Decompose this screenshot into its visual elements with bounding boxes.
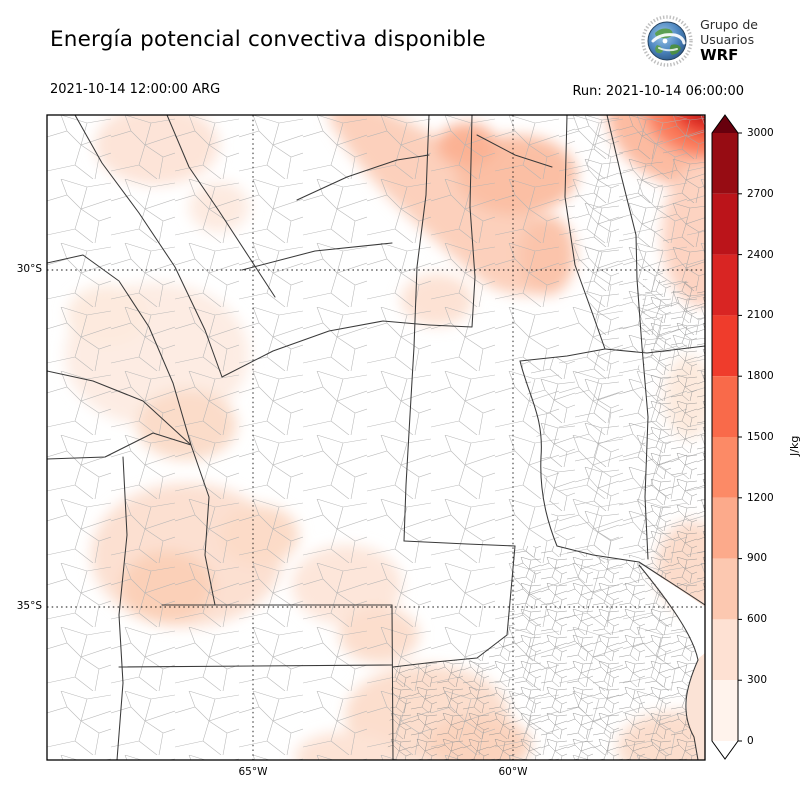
cbar-tick-600: 600 [747,613,768,625]
run-time-label: Run: 2021-10-14 06:00:00 [572,84,744,99]
colorbar-under-arrow [712,741,738,759]
colorbar-segment [712,193,738,255]
rio-de-la-plata [640,564,705,658]
atlantic-corner [686,653,705,760]
cbar-tick-1500: 1500 [747,431,774,443]
ytick-35s: 35°S [16,600,42,612]
cbar-tick-2700: 2700 [747,188,774,200]
map-frame [46,114,706,761]
logo-org-line2: Usuarios [700,31,755,47]
colorbar-segment [712,680,738,741]
department-boundaries [47,115,705,760]
graticule-gridlines [47,115,705,760]
colorbar-units-label: J/kg [788,435,800,456]
xtick-60w: 60°W [498,766,528,778]
valid-time-label: 2021-10-14 12:00:00 ARG [50,82,221,97]
colorbar-segment [712,254,738,316]
province-boundaries [47,115,705,760]
page-title: Energía potencial convectiva disponible [50,27,486,52]
cbar-tick-0: 0 [747,735,754,747]
colorbar-segment [712,497,738,559]
colorbar-segment [712,376,738,437]
colorbar-segment [712,619,738,681]
colorbar-segment [712,133,738,194]
cbar-tick-1200: 1200 [747,492,774,504]
cbar-tick-2100: 2100 [747,309,774,321]
colorbar-segment [712,558,738,620]
colorbar [711,114,742,760]
colorbar-over-arrow [712,115,738,133]
cbar-tick-900: 900 [747,552,768,564]
ytick-30s: 30°S [16,263,42,275]
logo-model: WRF [700,46,739,65]
cbar-tick-300: 300 [747,674,768,686]
wrf-logo: Grupo de Usuarios WRF [641,15,758,67]
cbar-tick-1800: 1800 [747,370,774,382]
logo-org-line1: Grupo de [700,17,758,33]
cbar-tick-2400: 2400 [747,249,774,261]
xtick-65w: 65°W [238,766,268,778]
colorbar-segment [712,315,738,377]
colorbar-ticks [738,132,742,742]
colorbar-segment [712,437,738,498]
cbar-tick-3000: 3000 [747,127,774,139]
map-plot [46,114,706,761]
logo-text: Grupo de Usuarios WRF [700,17,758,65]
globe-icon [641,15,693,67]
